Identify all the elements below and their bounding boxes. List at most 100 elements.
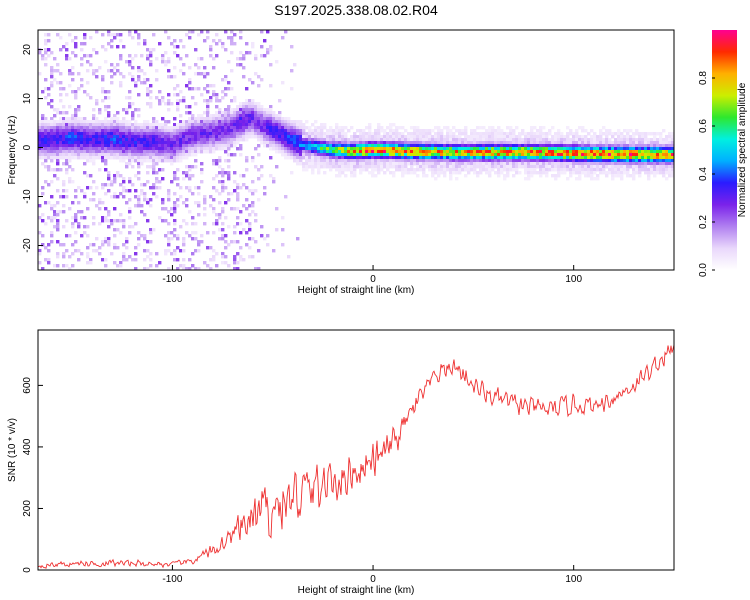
heatmap-cell (281, 141, 285, 145)
heatmap-cell (569, 174, 573, 178)
heatmap-cell (653, 174, 657, 178)
heatmap-cell (218, 147, 222, 151)
heatmap-cell (65, 264, 69, 268)
heatmap-cell (245, 51, 249, 55)
heatmap-cell (74, 141, 78, 145)
heatmap-cell (425, 150, 429, 154)
heatmap-cell (251, 237, 255, 241)
y-tick-label: 200 (22, 500, 33, 517)
heatmap-cell (98, 141, 102, 145)
heatmap-cell (245, 111, 249, 115)
heatmap-cell (668, 159, 672, 163)
heatmap-cell (140, 210, 144, 214)
heatmap-cell (125, 96, 129, 100)
heatmap-cell (215, 99, 219, 103)
heatmap-cell (260, 123, 264, 127)
heatmap-cell (161, 60, 165, 64)
heatmap-cell (326, 165, 330, 169)
heatmap-cell (173, 150, 177, 154)
heatmap-cell (239, 132, 243, 136)
heatmap-cell (575, 141, 579, 145)
heatmap-cell (89, 129, 93, 133)
heatmap-cell (368, 141, 372, 145)
heatmap-cell (191, 153, 195, 157)
heatmap-cell (260, 117, 264, 121)
heatmap-cell (254, 213, 258, 217)
heatmap-cell (197, 150, 201, 154)
heatmap-cell (233, 108, 237, 112)
heatmap-cell (176, 147, 180, 151)
heatmap-cell (218, 201, 222, 205)
heatmap-cell (662, 138, 666, 142)
heatmap-cell (446, 141, 450, 145)
heatmap-cell (617, 156, 621, 160)
heatmap-cell (119, 264, 123, 268)
heatmap-cell (539, 153, 543, 157)
heatmap-cell (65, 141, 69, 145)
heatmap-cell (197, 186, 201, 190)
heatmap-cell (506, 126, 510, 130)
heatmap-cell (566, 147, 570, 151)
heatmap-cell (89, 258, 93, 262)
heatmap-cell (407, 171, 411, 175)
heatmap-cell (461, 129, 465, 133)
heatmap-cell (395, 150, 399, 154)
heatmap-cell (542, 156, 546, 160)
heatmap-cell (215, 138, 219, 142)
heatmap-cell (254, 267, 258, 270)
heatmap-cell (71, 138, 75, 142)
heatmap-cell (140, 81, 144, 85)
heatmap-cell (254, 117, 258, 121)
heatmap-cell (437, 159, 441, 163)
heatmap-cell (608, 129, 612, 133)
heatmap-cell (224, 132, 228, 136)
heatmap-cell (260, 129, 264, 133)
heatmap-cell (176, 159, 180, 163)
heatmap-cell (302, 156, 306, 160)
heatmap-cell (554, 147, 558, 151)
heatmap-cell (575, 168, 579, 172)
heatmap-cell (341, 138, 345, 142)
heatmap-cell (149, 129, 153, 133)
heatmap-cell (512, 129, 516, 133)
heatmap-cell (389, 129, 393, 133)
heatmap-cell (572, 153, 576, 157)
heatmap-cell (365, 138, 369, 142)
heatmap-cell (149, 150, 153, 154)
heatmap-cell (665, 135, 669, 139)
heatmap-cell (119, 213, 123, 217)
heatmap-cell (641, 138, 645, 142)
heatmap-cell (530, 159, 534, 163)
x-tick-label: -100 (162, 274, 182, 285)
heatmap-cell (635, 165, 639, 169)
heatmap-cell (50, 75, 54, 79)
heatmap-cell (560, 156, 564, 160)
heatmap-cell (176, 135, 180, 139)
heatmap-cell (149, 141, 153, 145)
heatmap-cell (101, 219, 105, 223)
heatmap-cell (413, 171, 417, 175)
heatmap-cell (335, 156, 339, 160)
heatmap-cell (323, 156, 327, 160)
heatmap-cell (602, 141, 606, 145)
colorbar-ticks: 0.00.20.40.60.8 (698, 71, 715, 277)
heatmap-cell (527, 138, 531, 142)
heatmap-cell (518, 144, 522, 148)
heatmap-cell (557, 132, 561, 136)
heatmap-cell (572, 135, 576, 139)
heatmap-cell (443, 162, 447, 166)
heatmap-cell (257, 120, 261, 124)
heatmap-cell (341, 132, 345, 136)
heatmap-cell (212, 141, 216, 145)
heatmap-cell (635, 129, 639, 133)
heatmap-cell (437, 138, 441, 142)
heatmap-cell (290, 87, 294, 91)
heatmap-cell (41, 234, 45, 238)
heatmap-cell (257, 111, 261, 115)
heatmap-cell (236, 147, 240, 151)
heatmap-cell (545, 153, 549, 157)
heatmap-cell (341, 126, 345, 130)
heatmap-cell (350, 144, 354, 148)
heatmap-cell (314, 147, 318, 151)
heatmap-cell (98, 144, 102, 148)
